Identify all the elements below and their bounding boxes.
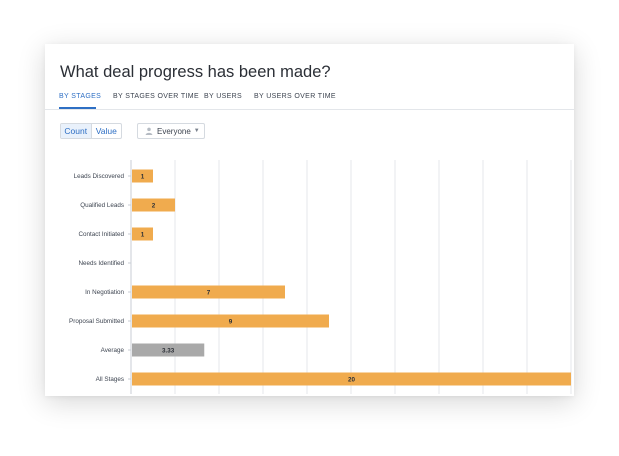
bar-value-label: 7 — [207, 289, 211, 296]
stage-bar — [132, 198, 175, 212]
tab-bar: BY STAGES BY STAGES OVER TIME BY USERS B… — [45, 88, 574, 110]
deal-progress-chart: Leads Discovered 1 Qualified Leads 2 Contact… — [69, 160, 572, 394]
page-title: What deal progress has been made? — [60, 63, 331, 81]
category-label: Leads Discovered — [74, 173, 125, 180]
category-label: Needs Identified — [78, 260, 124, 267]
category-label: All Stages — [96, 376, 124, 383]
stage-bar — [132, 169, 153, 183]
user-filter-dropdown[interactable]: Everyone ▼ — [137, 123, 205, 139]
stage-bar — [132, 227, 153, 241]
category-label: Average — [101, 347, 125, 354]
category-label: Qualified Leads — [80, 202, 124, 209]
chevron-down-icon: ▼ — [193, 128, 200, 134]
report-card: What deal progress has been made? BY STA… — [45, 44, 574, 396]
bar-value-label: 9 — [229, 318, 233, 325]
tab-by-users[interactable]: BY USERS — [204, 93, 243, 100]
user-filter-value: Everyone — [157, 126, 191, 136]
stage-bar — [132, 285, 285, 299]
tab-by-stages-over-time[interactable]: BY STAGES OVER TIME — [113, 93, 200, 100]
bar-value-label: 20 — [348, 376, 356, 383]
category-label: Contact Initiated — [78, 231, 124, 238]
category-label: Proposal Submitted — [69, 318, 124, 325]
tab-by-users-over-time[interactable]: BY USERS OVER TIME — [254, 93, 336, 100]
stage-bar — [132, 314, 329, 328]
bar-value-label: 1 — [141, 231, 145, 238]
user-icon — [145, 127, 153, 135]
count-button[interactable]: Count — [61, 124, 92, 138]
category-label: In Negotiation — [85, 289, 124, 296]
active-tab-indicator — [59, 107, 96, 109]
stage-bar — [132, 372, 571, 386]
tab-by-stages[interactable]: BY STAGES — [59, 93, 102, 100]
bar-value-label: 2 — [152, 202, 156, 209]
bar-value-label: 1 — [141, 173, 145, 180]
count-value-toggle: Count Value — [60, 123, 122, 139]
value-button[interactable]: Value — [95, 126, 117, 136]
average-bar — [132, 343, 205, 357]
bar-value-label: 3.33 — [162, 347, 175, 354]
